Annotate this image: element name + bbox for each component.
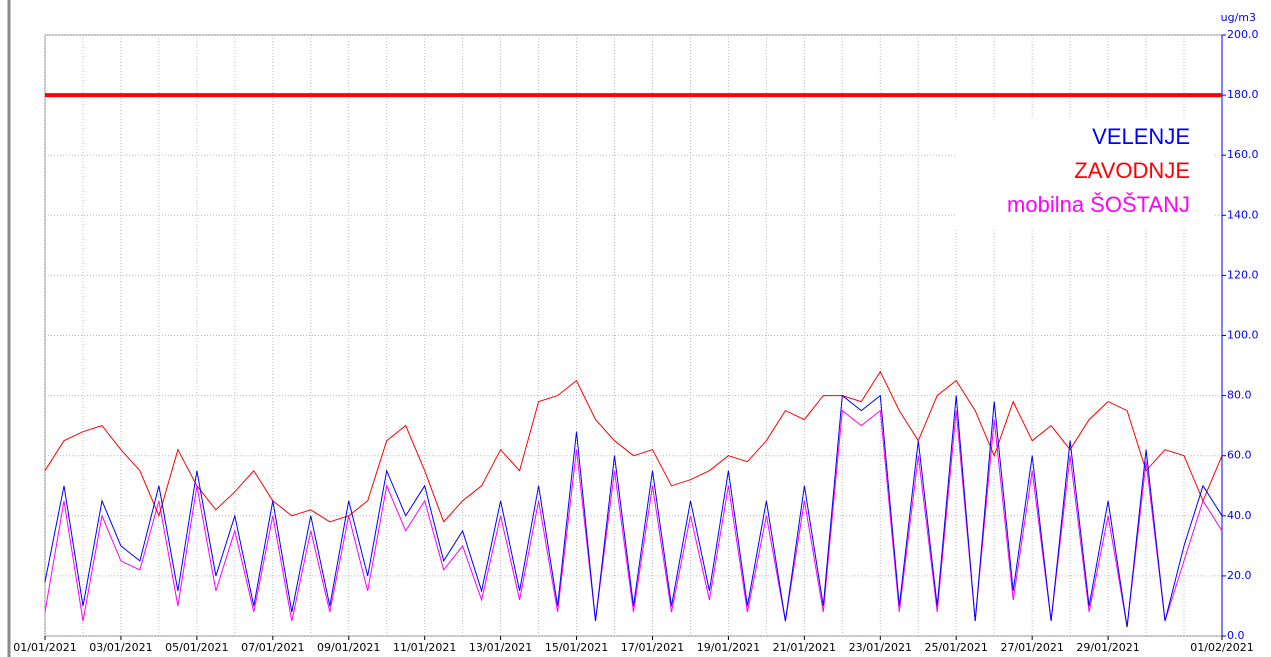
x-tick-label: 27/01/2021 — [1000, 641, 1063, 654]
y-tick-label: 40.0 — [1227, 509, 1252, 522]
y-tick-label: 100.0 — [1227, 329, 1259, 342]
y-unit: ug/m3 — [1221, 11, 1256, 24]
x-tick-label: 11/01/2021 — [393, 641, 456, 654]
y-tick-label: 200.0 — [1227, 28, 1259, 41]
legend-entry: mobilna ŠOŠTANJ — [1007, 192, 1190, 217]
legend-entry: VELENJE — [1092, 124, 1190, 149]
x-tick-label: 01/01/2021 — [13, 641, 76, 654]
y-tick-label: 160.0 — [1227, 148, 1259, 161]
y-tick-label: 80.0 — [1227, 389, 1252, 402]
data-line — [44, 409, 1223, 628]
y-tick-label: 120.0 — [1227, 268, 1259, 281]
x-tick-label: 05/01/2021 — [165, 641, 228, 654]
x-tick-label: 29/01/2021 — [1076, 641, 1139, 654]
x-tick-label: 17/01/2021 — [621, 641, 684, 654]
data-line — [44, 370, 1223, 523]
data-line — [44, 394, 1223, 628]
x-tick-label: 21/01/2021 — [773, 641, 836, 654]
x-tick-label: 07/01/2021 — [241, 641, 304, 654]
y-tick-label: 60.0 — [1227, 449, 1252, 462]
y-tick-label: 180.0 — [1227, 88, 1259, 101]
y-tick-label: 140.0 — [1227, 208, 1259, 221]
legend-entry: ZAVODNJE — [1074, 158, 1190, 183]
x-tick-label: 19/01/2021 — [697, 641, 760, 654]
x-tick-label: 25/01/2021 — [925, 641, 988, 654]
x-tick-label: 03/01/2021 — [89, 641, 152, 654]
x-tick-label: 13/01/2021 — [469, 641, 532, 654]
x-tick-label: 01/02/2021 — [1190, 641, 1253, 654]
x-tick-label: 15/01/2021 — [545, 641, 608, 654]
legend-box — [955, 118, 1215, 228]
x-tick-label: 23/01/2021 — [849, 641, 912, 654]
x-tick-label: 09/01/2021 — [317, 641, 380, 654]
y-tick-label: 20.0 — [1227, 569, 1252, 582]
y-tick-label: 0.0 — [1227, 629, 1245, 642]
